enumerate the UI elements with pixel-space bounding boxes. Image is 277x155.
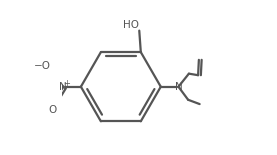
Text: −O: −O (34, 61, 51, 71)
Text: O: O (49, 105, 57, 115)
Text: HO: HO (122, 20, 138, 30)
Text: N: N (175, 82, 182, 92)
Text: +: + (63, 79, 70, 88)
Text: N: N (59, 82, 67, 92)
